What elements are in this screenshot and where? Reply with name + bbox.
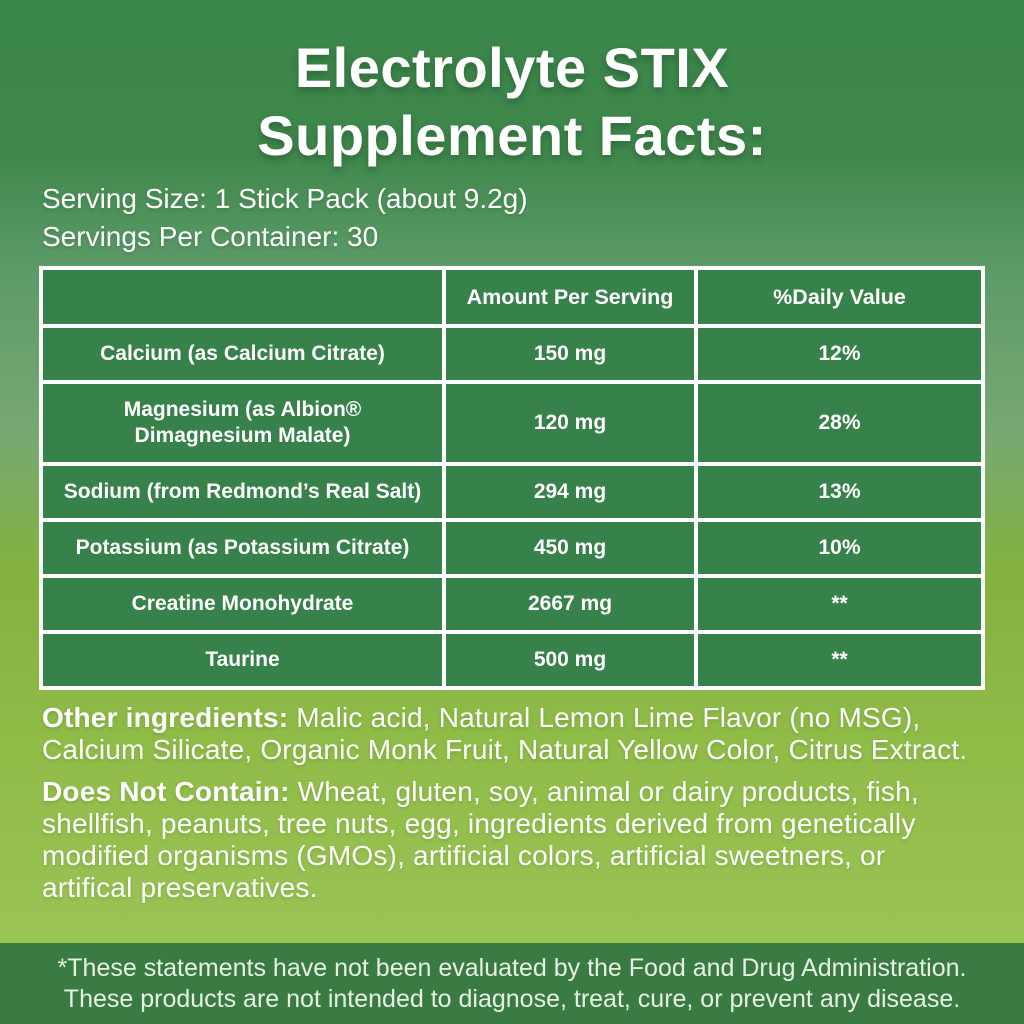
table-row: Creatine Monohydrate 2667 mg ** [39, 574, 985, 634]
amount-cell: 150 mg [442, 324, 698, 384]
daily-value-cell: 12% [694, 324, 985, 384]
nutrient-name-cell: Magnesium (as Albion® Dimagnesium Malate… [39, 380, 446, 466]
nutrient-name-cell: Calcium (as Calcium Citrate) [39, 324, 446, 384]
daily-value-cell: ** [694, 574, 985, 634]
page-title: Electrolyte STIX Supplement Facts: [0, 0, 1024, 170]
daily-value-cell: 28% [694, 380, 985, 466]
does-not-contain-text: Wheat, gluten, soy, animal or dairy prod… [42, 776, 919, 903]
table-row: Calcium (as Calcium Citrate) 150 mg 12% [39, 324, 985, 384]
nutrient-name-cell: Sodium (from Redmond’s Real Salt) [39, 462, 446, 522]
page-title-line2: Supplement Facts: [257, 104, 767, 167]
table-header-row: Amount Per Serving %Daily Value [39, 266, 985, 328]
amount-cell: 120 mg [442, 380, 698, 466]
other-ingredients-label: Other ingredients: [42, 702, 289, 733]
page-title-line1: Electrolyte STIX [294, 36, 730, 99]
servings-per-container-text: Servings Per Container: 30 [42, 221, 379, 252]
amount-cell: 294 mg [442, 462, 698, 522]
header-nutrient-cell [39, 266, 446, 328]
table-row: Sodium (from Redmond’s Real Salt) 294 mg… [39, 462, 985, 522]
table-row: Potassium (as Potassium Citrate) 450 mg … [39, 518, 985, 578]
nutrient-name-cell: Potassium (as Potassium Citrate) [39, 518, 446, 578]
supplement-facts-table: Amount Per Serving %Daily Value Calcium … [39, 266, 985, 690]
amount-cell: 500 mg [442, 630, 698, 690]
nutrient-name-cell: Taurine [39, 630, 446, 690]
does-not-contain-paragraph: Does Not Contain: Wheat, gluten, soy, an… [42, 776, 982, 904]
amount-cell: 450 mg [442, 518, 698, 578]
serving-size-text: Serving Size: 1 Stick Pack (about 9.2g) [42, 183, 528, 214]
other-ingredients-paragraph: Other ingredients: Malic acid, Natural L… [42, 702, 982, 766]
daily-value-cell: 13% [694, 462, 985, 522]
daily-value-cell: ** [694, 630, 985, 690]
amount-cell: 2667 mg [442, 574, 698, 634]
table-row: Taurine 500 mg ** [39, 630, 985, 690]
table-row: Magnesium (as Albion® Dimagnesium Malate… [39, 380, 985, 466]
ingredient-paragraphs: Other ingredients: Malic acid, Natural L… [42, 702, 982, 904]
daily-value-cell: 10% [694, 518, 985, 578]
header-daily-value-cell: %Daily Value [694, 266, 985, 328]
does-not-contain-label: Does Not Contain: [42, 776, 290, 807]
fda-disclaimer-bar: *These statements have not been evaluate… [0, 943, 1024, 1024]
disclaimer-line1: *These statements have not been evaluate… [57, 953, 967, 982]
header-amount-cell: Amount Per Serving [442, 266, 698, 328]
other-ingredients-text: Malic acid, Natural Lemon Lime Flavor (n… [42, 702, 968, 765]
serving-info: Serving Size: 1 Stick Pack (about 9.2g) … [42, 180, 1024, 256]
disclaimer-line2: These products are not intended to diagn… [63, 984, 961, 1013]
nutrient-name-cell: Creatine Monohydrate [39, 574, 446, 634]
